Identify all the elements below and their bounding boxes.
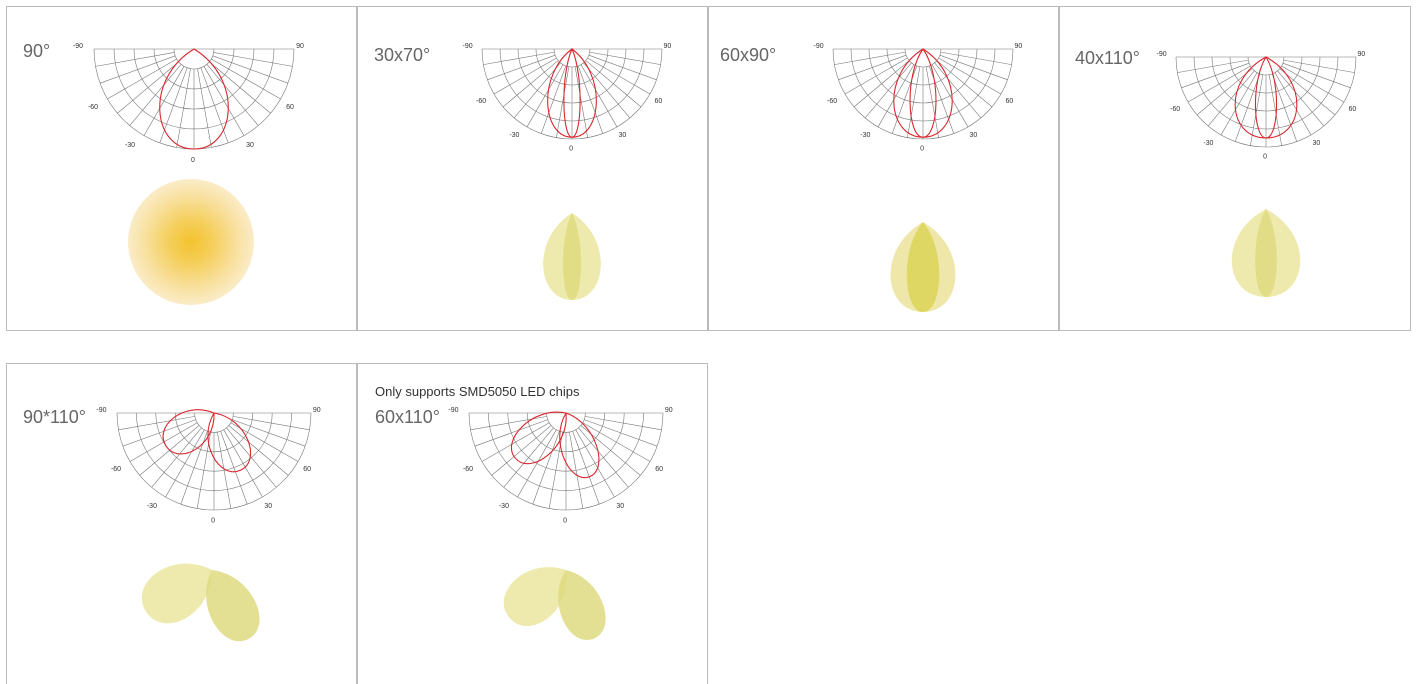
card-border: [1059, 6, 1411, 331]
polar-label: 30: [970, 132, 978, 139]
polar-label: -60: [88, 104, 98, 111]
polar-label: -60: [1170, 106, 1180, 113]
polar-label: 90: [665, 407, 673, 414]
beam-label: 60x90°: [720, 45, 776, 65]
polar-label: 90: [664, 43, 672, 50]
beam-spot: [141, 563, 213, 624]
polar-grid: [468, 412, 664, 511]
card-border: [357, 363, 708, 684]
card-border: [6, 363, 357, 684]
beam-label: 60x110°: [375, 407, 440, 427]
polar-grid: [832, 48, 1014, 140]
polar-label: -30: [1203, 140, 1213, 147]
beam-card: 90° -90 90 -60 60 -30 30 0: [6, 6, 357, 331]
polar-label: 0: [1263, 154, 1267, 161]
polar-label: 60: [1349, 106, 1357, 113]
polar-label: -60: [827, 98, 837, 105]
polar-label: 0: [191, 157, 195, 164]
polar-label: -90: [448, 407, 458, 414]
polar-label: 60: [286, 104, 294, 111]
beam-spot: [562, 213, 582, 300]
beam-spot: [1255, 209, 1277, 297]
intensity-curve: [159, 48, 229, 150]
polar-label: 30: [619, 132, 627, 139]
card-note: Only supports SMD5050 LED chips: [375, 384, 580, 399]
polar-label: 0: [211, 518, 215, 525]
polar-label: 90: [296, 43, 304, 50]
beam-card: 60x90° -90 90 -60 60 -30 30 0: [708, 6, 1059, 331]
polar-label: 60: [1006, 98, 1014, 105]
polar-label: 60: [303, 466, 311, 473]
polar-label: -30: [147, 503, 157, 510]
beam-card: 30x70° -90 90 -60 60 -30 30 0: [357, 6, 708, 331]
beam-card: Only supports SMD5050 LED chips 60x110° -9…: [357, 363, 708, 684]
polar-label: 90: [313, 407, 321, 414]
card-border: [357, 6, 708, 331]
beam-spot: [558, 570, 606, 640]
beam-label: 30x70°: [374, 45, 430, 65]
polar-label: 0: [563, 518, 567, 525]
polar-label: 0: [920, 146, 924, 153]
polar-label: -60: [111, 466, 121, 473]
polar-label: -90: [814, 43, 824, 50]
polar-label: 0: [569, 146, 573, 153]
polar-label: 90: [1358, 51, 1366, 58]
polar-label: -30: [509, 132, 519, 139]
polar-label: 30: [264, 503, 272, 510]
polar-label: 60: [655, 98, 663, 105]
intensity-curve: [909, 48, 937, 138]
polar-grid: [481, 48, 663, 140]
polar-label: 90: [1015, 43, 1023, 50]
polar-label: -30: [860, 132, 870, 139]
beam-card: 40x110° -90 90 -60 60 -30 30 0: [1059, 6, 1411, 331]
beam-label: 40x110°: [1075, 48, 1140, 68]
polar-label: 30: [246, 142, 254, 149]
polar-label: -30: [125, 142, 135, 149]
polar-grid: [1175, 56, 1357, 148]
polar-label: -30: [499, 503, 509, 510]
polar-label: 60: [655, 466, 663, 473]
intensity-curve: [207, 412, 251, 473]
polar-label: 30: [616, 503, 624, 510]
polar-label: 30: [1313, 140, 1321, 147]
polar-label: -60: [476, 98, 486, 105]
polar-label: -90: [73, 43, 83, 50]
polar-label: -60: [463, 466, 473, 473]
intensity-curve: [162, 409, 215, 455]
beam-spot: [128, 179, 254, 305]
intensity-curve: [559, 412, 600, 479]
card-border: [708, 6, 1059, 331]
polar-label: -90: [1157, 51, 1167, 58]
intensity-curve: [510, 411, 567, 465]
card-border: [6, 6, 357, 331]
polar-label: -90: [463, 43, 473, 50]
beam-label: 90°: [23, 41, 50, 61]
polar-grid: [116, 412, 312, 511]
beam-spot: [503, 567, 567, 627]
beam-card: 90*110° -90 90 -60 60 -30 30 0: [6, 363, 357, 684]
polar-grid: [93, 48, 295, 150]
intensity-curve: [563, 47, 581, 138]
beam-spot: [906, 222, 940, 312]
beam-spot: [206, 570, 260, 642]
intensity-curve: [1254, 55, 1278, 139]
beam-label: 90*110°: [23, 407, 86, 427]
polar-label: -90: [96, 407, 106, 414]
